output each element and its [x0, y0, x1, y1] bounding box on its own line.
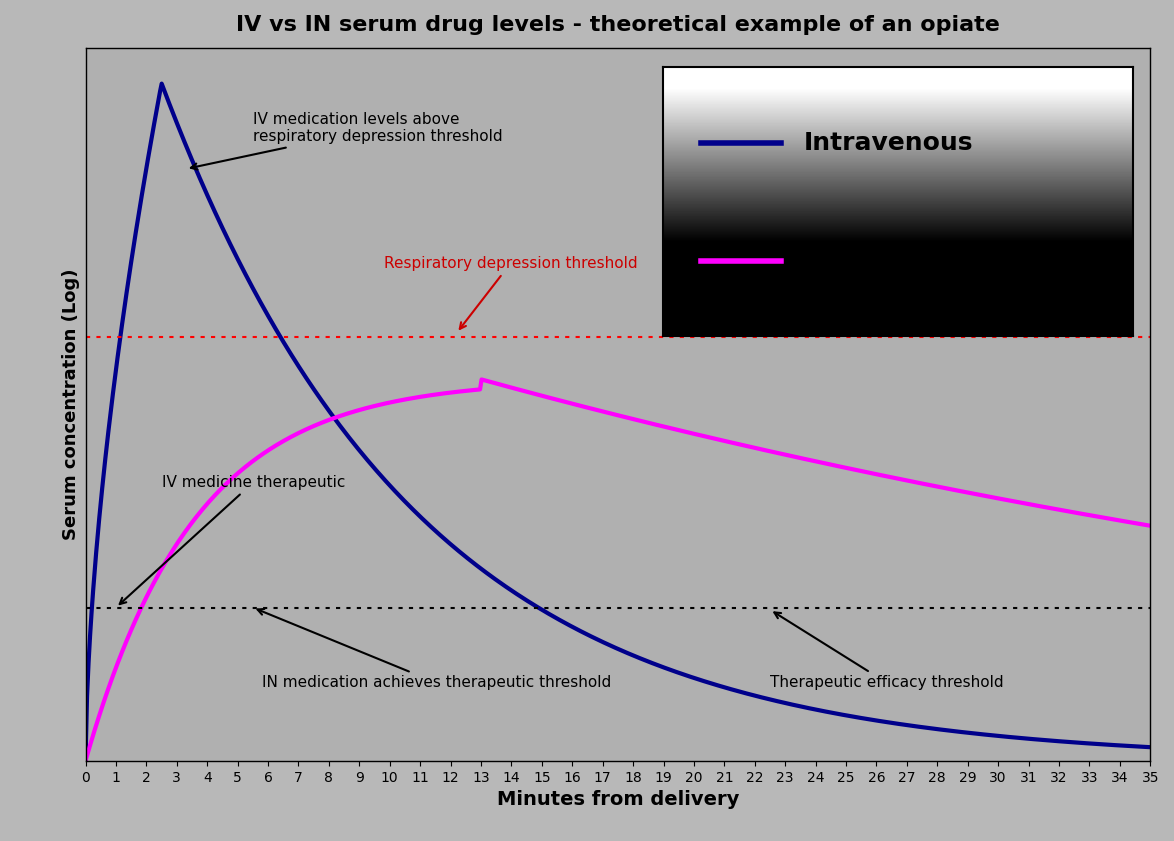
Intranasal — [474, 374, 488, 384]
Text: IV medication levels above
respiratory depression threshold: IV medication levels above respiratory d… — [191, 112, 502, 170]
Intranasal — [416, 392, 430, 402]
Intranasal — [339, 409, 353, 419]
Line: Intranasal: Intranasal — [86, 379, 1151, 761]
Intranasal — [1143, 521, 1158, 531]
Intravenous — [340, 431, 355, 441]
Intranasal — [909, 477, 923, 487]
Intranasal — [378, 399, 392, 409]
Intravenous — [155, 78, 169, 88]
Text: Intranasal: Intranasal — [804, 249, 947, 273]
X-axis label: Minutes from delivery: Minutes from delivery — [497, 791, 740, 809]
Intravenous — [1143, 742, 1158, 752]
Intravenous — [1040, 735, 1054, 745]
Text: Respiratory depression threshold: Respiratory depression threshold — [384, 256, 637, 329]
Title: IV vs IN serum drug levels - theoretical example of an opiate: IV vs IN serum drug levels - theoretical… — [236, 15, 1000, 35]
Intranasal — [79, 756, 93, 766]
Intravenous — [79, 756, 93, 766]
Text: Intravenous: Intravenous — [804, 130, 973, 155]
Intranasal — [780, 450, 794, 460]
Text: Therapeutic efficacy threshold: Therapeutic efficacy threshold — [770, 612, 1004, 690]
Intravenous — [380, 478, 394, 488]
Intranasal — [1040, 502, 1054, 512]
Y-axis label: Serum concentration (Log): Serum concentration (Log) — [62, 268, 80, 540]
Text: IN medication achieves therapeutic threshold: IN medication achieves therapeutic thres… — [257, 609, 612, 690]
Text: IV medicine therapeutic: IV medicine therapeutic — [120, 475, 345, 604]
Intravenous — [780, 698, 794, 708]
Line: Intravenous: Intravenous — [86, 83, 1151, 761]
Intravenous — [909, 722, 923, 732]
Intravenous — [417, 515, 431, 525]
